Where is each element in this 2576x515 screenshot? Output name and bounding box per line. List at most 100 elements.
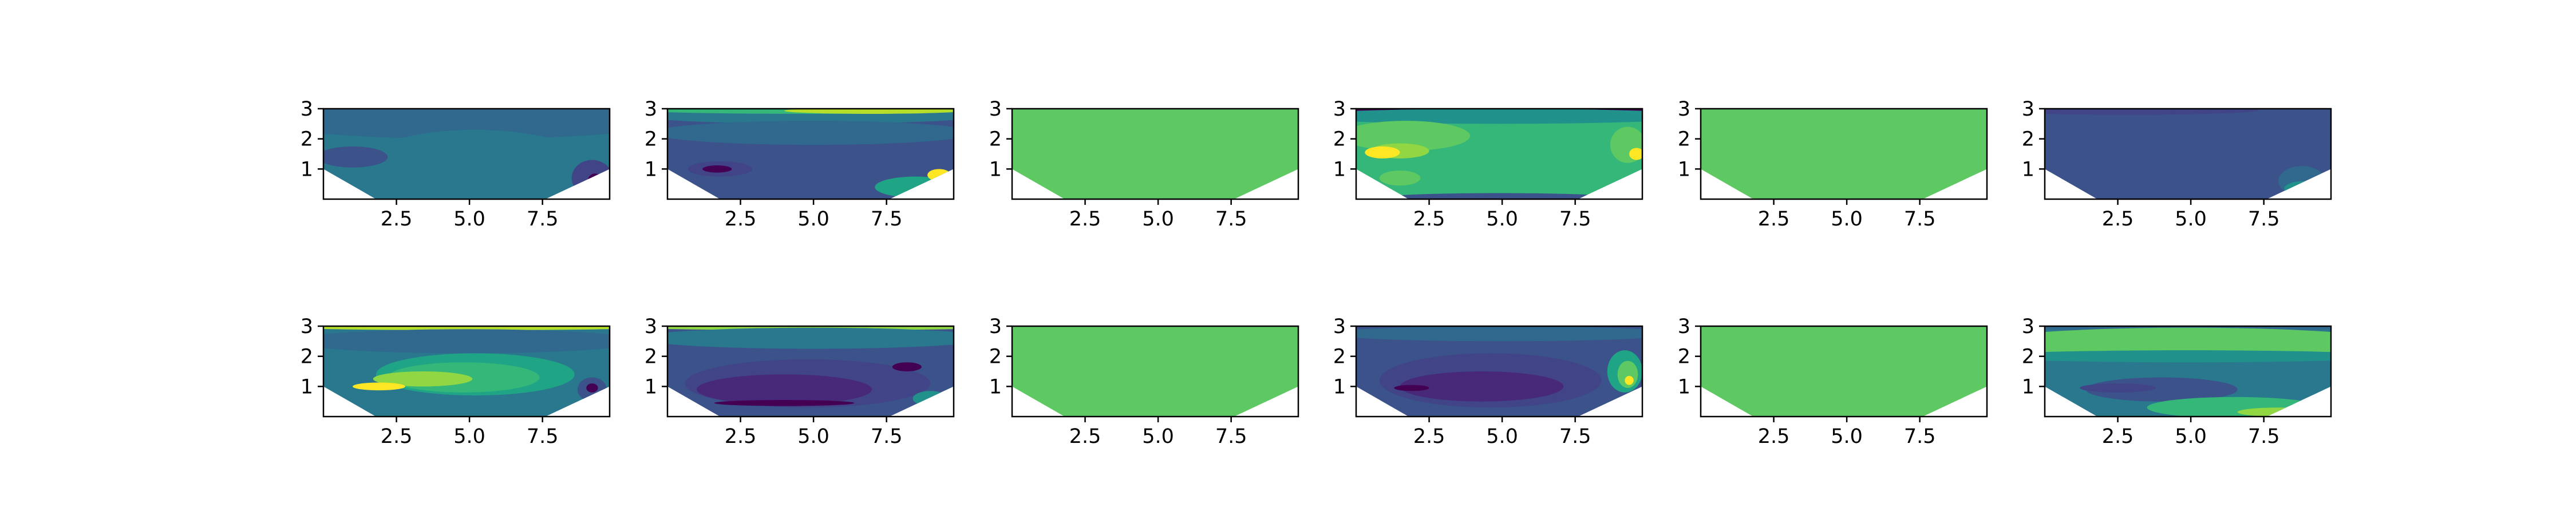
x-tick-label: 5.0 — [2175, 208, 2207, 231]
x-tick-label: 7.5 — [2248, 208, 2280, 231]
contour-fill — [323, 109, 610, 199]
contour-level-band — [571, 160, 610, 196]
axes-frame — [666, 325, 955, 418]
y-tick-label: 1 — [645, 158, 657, 181]
contour-panel-row1-col5: 2.5 5.0 7.5 1 2 3 — [1678, 98, 1988, 231]
y-tick-label: 2 — [1333, 128, 1346, 151]
contour-level-band — [2045, 109, 2258, 115]
contour-level-band — [1382, 193, 1617, 199]
x-tick-label: 5.0 — [453, 208, 485, 231]
y-tick-label: 1 — [1333, 375, 1346, 398]
contour-level-band — [2080, 383, 2156, 393]
contour-level-band — [2278, 166, 2325, 196]
y-tick-label: 2 — [645, 128, 657, 151]
contour-level-band — [702, 165, 732, 173]
y-tick-label: 1 — [989, 375, 1002, 398]
y-tick-label: 2 — [2022, 128, 2034, 151]
x-tick-label: 2.5 — [1758, 208, 1790, 231]
contour-level-band — [2045, 327, 2331, 358]
contour-level-band — [364, 129, 587, 196]
contour-panel-row2-col4: 2.5 5.0 7.5 1 2 3 — [1333, 315, 1643, 448]
contour-level-band — [1356, 326, 1642, 342]
x-tick-label: 7.5 — [1904, 425, 1936, 448]
x-tick-label: 5.0 — [1486, 425, 1518, 448]
contour-level-band — [1356, 121, 1470, 151]
contour-panel-row1-col6: 2.5 5.0 7.5 1 2 3 — [2022, 98, 2332, 231]
contour-level-band — [353, 382, 405, 391]
contour-fill — [1356, 109, 1642, 199]
contour-level-band — [667, 121, 954, 145]
contour-fill — [323, 326, 610, 417]
axes-frame — [1700, 108, 1988, 200]
axes-frame — [1011, 325, 1299, 418]
y-tick-label: 3 — [1333, 315, 1346, 338]
axes-frame — [1355, 108, 1643, 200]
x-tick-label: 7.5 — [527, 208, 559, 231]
x-tick-label: 5.0 — [797, 425, 829, 448]
x-tick-label: 2.5 — [381, 425, 413, 448]
contour-panel-row1-col4: 2.5 5.0 7.5 1 2 3 — [1333, 98, 1643, 231]
axes-frame — [322, 325, 611, 418]
contour-level-band — [2237, 407, 2320, 417]
contour-fill — [1701, 326, 1987, 417]
x-tick-label: 2.5 — [381, 208, 413, 231]
contour-level-band — [1629, 148, 1642, 160]
x-tick-label: 2.5 — [725, 208, 757, 231]
x-tick-label: 2.5 — [1069, 208, 1101, 231]
contour-level-band — [2284, 181, 2325, 196]
x-tick-label: 7.5 — [2248, 425, 2280, 448]
axes-frame — [322, 108, 611, 200]
x-tick-label: 7.5 — [1559, 425, 1591, 448]
axes-frame — [1700, 325, 1988, 418]
axes-frame — [2044, 108, 2332, 200]
contour-level-band — [586, 383, 598, 393]
y-tick-label: 3 — [989, 315, 1002, 338]
contour-panel-row2-col1: 2.5 5.0 7.5 1 2 3 — [301, 315, 611, 448]
contour-level-band — [697, 374, 872, 405]
contour-level-band — [1379, 170, 1421, 186]
x-tick-label: 7.5 — [871, 425, 903, 448]
y-tick-label: 1 — [1333, 158, 1346, 181]
x-tick-label: 5.0 — [797, 208, 829, 231]
contour-base-level — [1012, 326, 1298, 417]
contour-level-band — [373, 371, 473, 387]
x-tick-label: 2.5 — [1413, 425, 1445, 448]
y-tick-label: 1 — [2022, 375, 2034, 398]
contour-level-band — [714, 400, 855, 406]
contour-level-band — [2301, 187, 2325, 196]
y-tick-label: 3 — [301, 98, 313, 121]
x-tick-label: 5.0 — [1831, 425, 1863, 448]
contour-panel-row1-col3: 2.5 5.0 7.5 1 2 3 — [989, 98, 1299, 231]
x-tick-label: 2.5 — [725, 425, 757, 448]
y-tick-label: 2 — [989, 128, 1002, 151]
y-tick-label: 3 — [2022, 315, 2034, 338]
x-tick-label: 7.5 — [1215, 425, 1247, 448]
contour-panel-row2-col3: 2.5 5.0 7.5 1 2 3 — [989, 315, 1299, 448]
contour-level-band — [2085, 377, 2238, 402]
contour-panel-row2-col2: 2.5 5.0 7.5 1 2 3 — [645, 315, 955, 448]
y-tick-label: 3 — [1678, 315, 1690, 338]
y-tick-label: 1 — [301, 375, 313, 398]
x-tick-label: 7.5 — [1904, 208, 1936, 231]
axes-frame — [2044, 325, 2332, 418]
x-tick-label: 7.5 — [527, 425, 559, 448]
x-tick-label: 5.0 — [1142, 208, 1174, 231]
y-tick-label: 1 — [2022, 158, 2034, 181]
contour-panel-row2-col6: 2.5 5.0 7.5 1 2 3 — [2022, 315, 2332, 448]
x-tick-label: 5.0 — [1486, 208, 1518, 231]
contour-level-band — [2147, 397, 2322, 417]
contour-level-band — [667, 327, 954, 349]
contour-fill — [2045, 326, 2331, 417]
contour-fill — [2045, 109, 2331, 199]
y-tick-label: 2 — [1678, 346, 1690, 369]
contour-level-band — [1400, 371, 1564, 402]
axes-frame — [1011, 108, 1299, 200]
y-tick-label: 1 — [1678, 375, 1690, 398]
contour-base-level — [1701, 326, 1987, 417]
contour-level-band — [1365, 146, 1400, 159]
axes-frame — [1355, 325, 1643, 418]
contour-fill — [1701, 109, 1987, 199]
contour-level-band — [323, 329, 610, 354]
contour-panel-row1-col2: 2.5 5.0 7.5 1 2 3 — [645, 98, 955, 231]
